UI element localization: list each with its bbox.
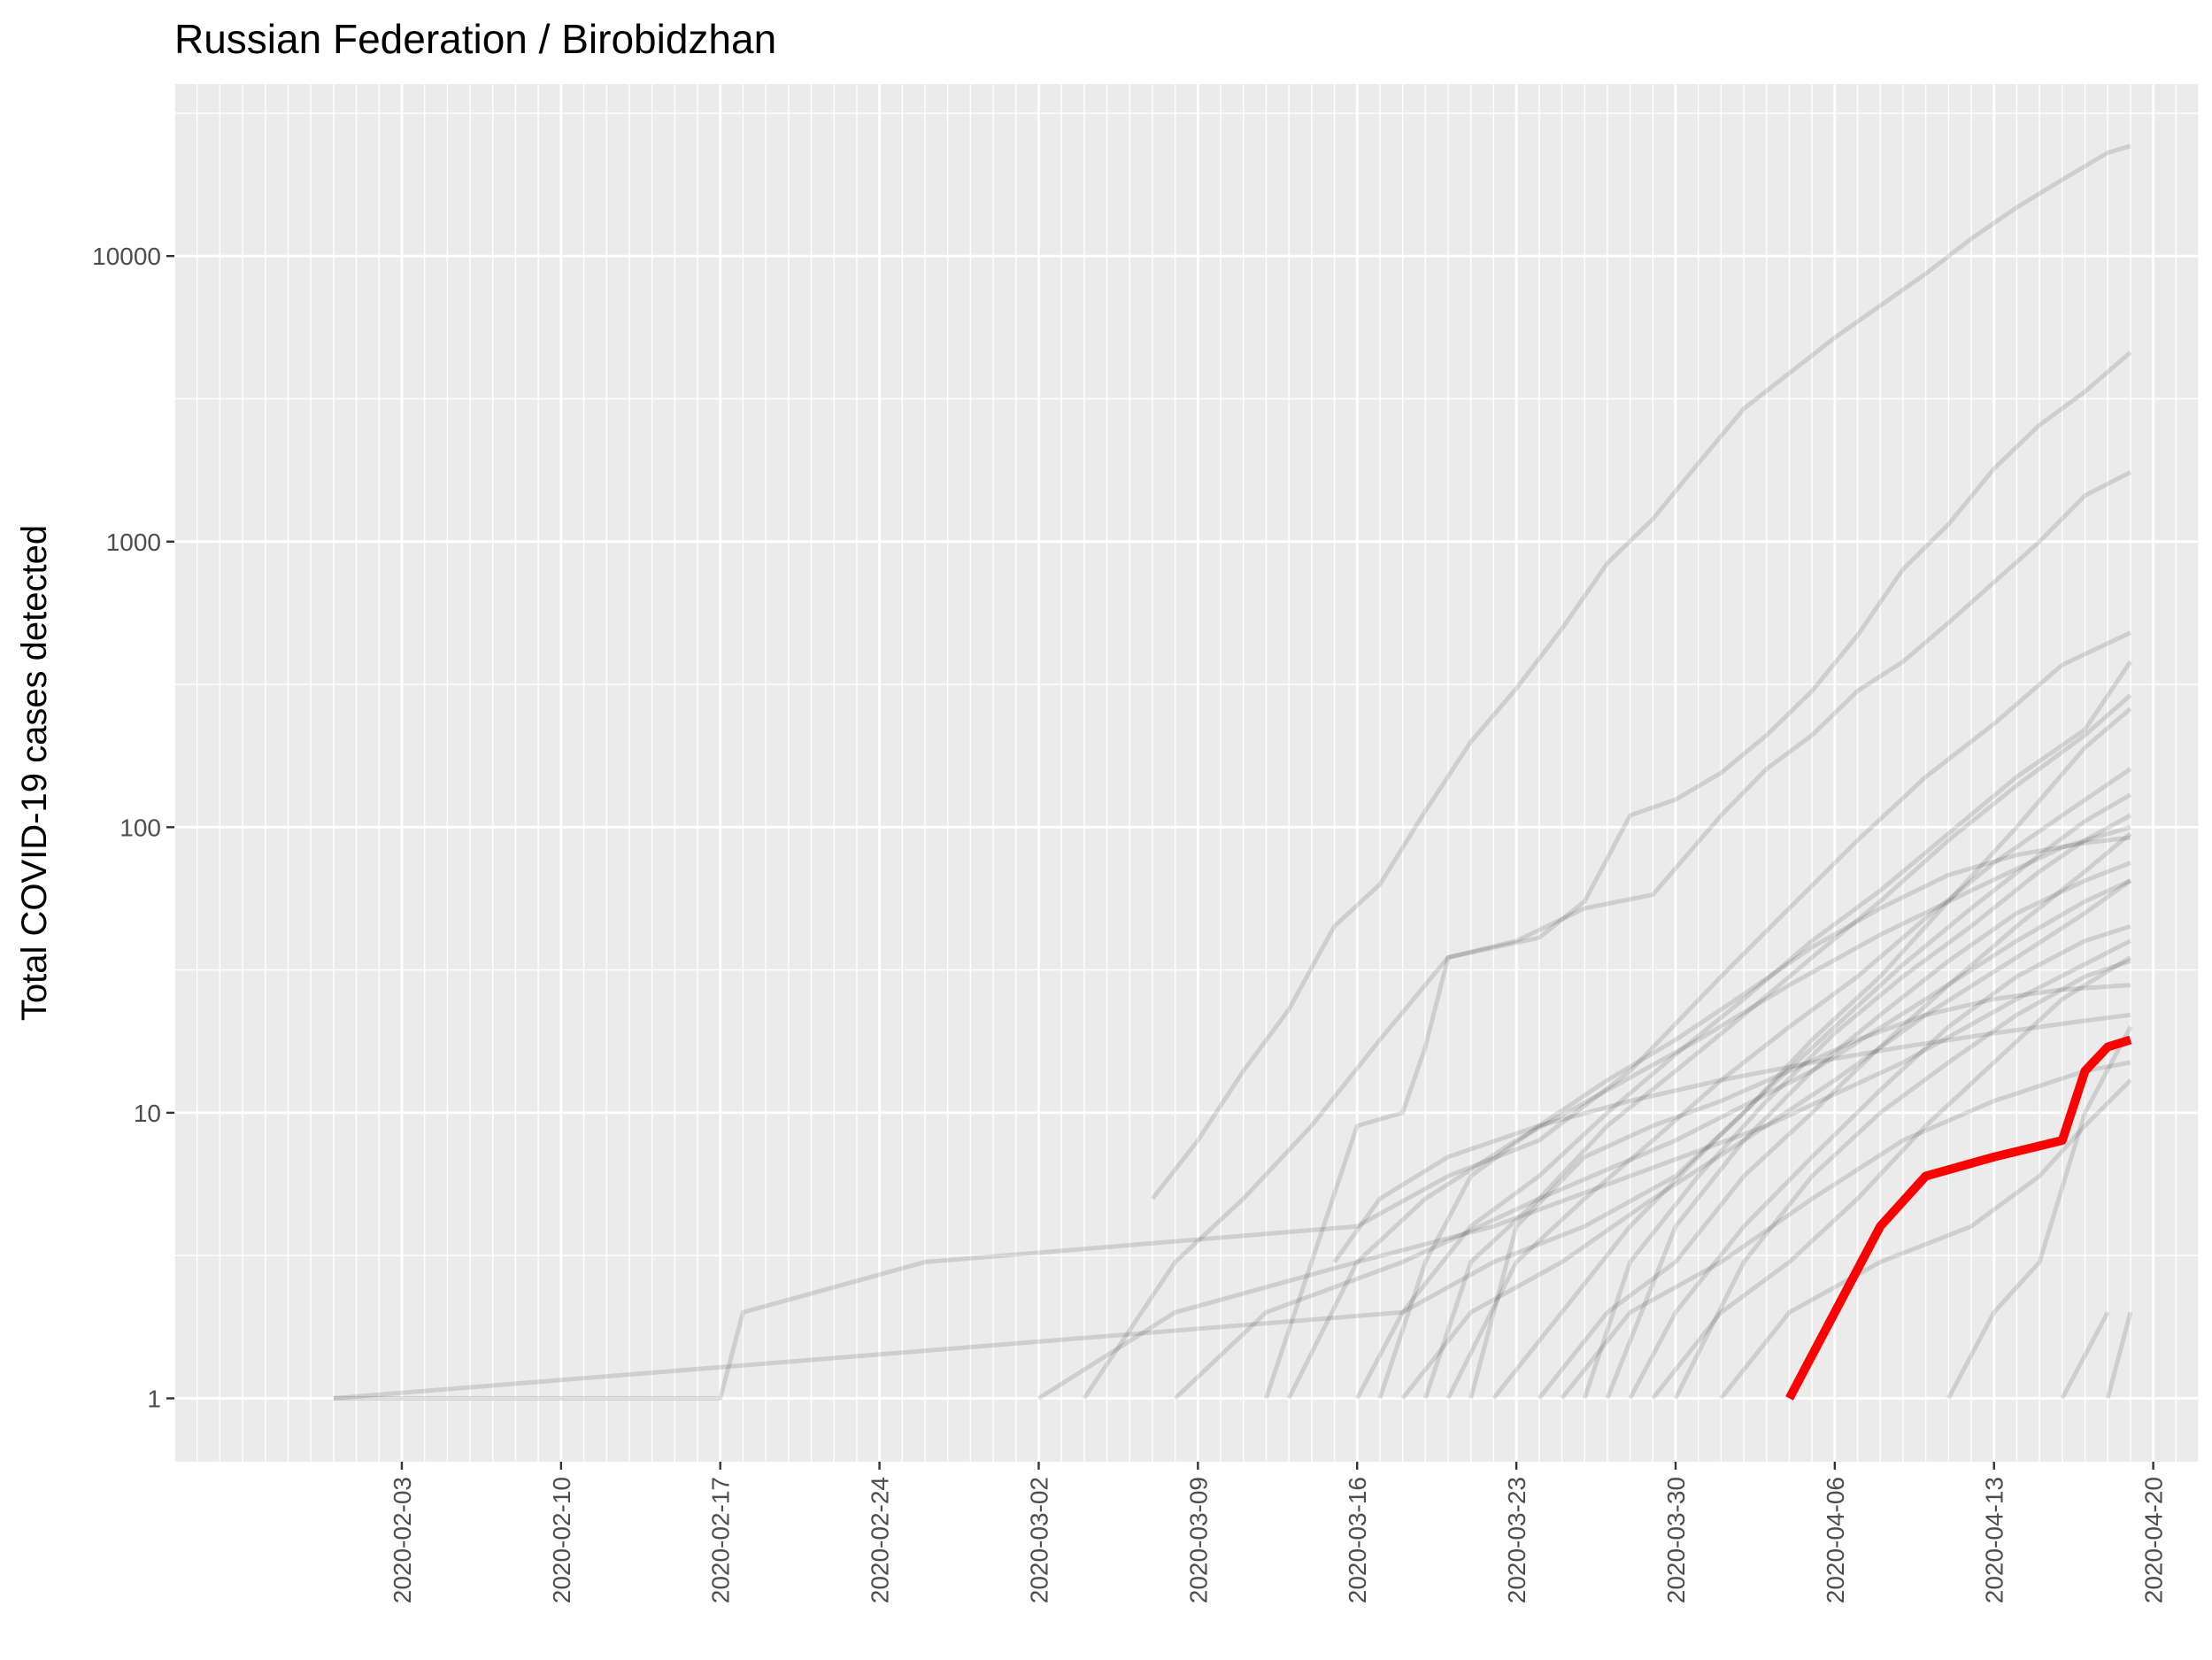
background-series-line-9 [1491, 792, 2132, 1400]
background-series-line-2 [1264, 351, 2132, 1400]
y-tick-label: 100 [119, 814, 161, 841]
y-tick-label: 1 [147, 1385, 161, 1412]
background-series-line-25 [1946, 1025, 2133, 1400]
background-series-line-8 [1445, 767, 2132, 1400]
background-series-line-13 [1628, 923, 2131, 1400]
background-series-line-14 [1468, 983, 2131, 1400]
highlight-series-group [1785, 1035, 2132, 1401]
background-series-line-7 [1354, 660, 2132, 1400]
y-tick-label: 10000 [92, 243, 161, 270]
x-tick-label: 2020-03-09 [1184, 1477, 1212, 1603]
background-series-line-20 [1719, 1078, 2132, 1400]
x-tick-label: 2020-02-24 [867, 1477, 894, 1603]
background-series-line-26 [2060, 1311, 2110, 1400]
background-series-line-12 [1582, 813, 2132, 1400]
background-series-group [333, 143, 2133, 1401]
background-series-line-10 [1537, 831, 2132, 1400]
background-series-line-18 [1332, 1012, 2131, 1263]
chart-title: Russian Federation / Birobidzhan [174, 16, 776, 62]
y-axis-label: Total COVID-19 cases detected [15, 525, 54, 1021]
background-series-line-11 [1400, 878, 2132, 1400]
background-series-line-23 [1286, 824, 2131, 1400]
y-tick-label: 10 [134, 1100, 161, 1127]
highlight-series-line [1785, 1035, 2132, 1401]
background-series-line-17 [1673, 959, 2131, 1400]
background-series-line-19 [1560, 1060, 2131, 1400]
x-tick-label: 2020-04-20 [2140, 1477, 2168, 1603]
background-series-line-5 [333, 706, 2132, 1401]
plot-panel [174, 84, 2199, 1462]
x-tick-label: 2020-03-16 [1344, 1477, 1371, 1603]
grid-major [174, 84, 2199, 1462]
background-series-line-4 [333, 630, 2131, 1401]
y-tick-label: 1000 [106, 529, 161, 556]
background-series-line-3 [1082, 470, 2132, 1400]
x-tick-label: 2020-04-06 [1822, 1477, 1849, 1603]
background-series-line-1 [1151, 143, 2131, 1201]
background-series-line-15 [1377, 835, 2131, 1400]
x-tick-label: 2020-03-02 [1025, 1477, 1052, 1603]
background-series-line-16 [1651, 955, 2132, 1400]
x-tick-label: 2020-02-03 [389, 1477, 416, 1603]
background-series-line-21 [1173, 878, 2131, 1401]
background-series-line-22 [1037, 938, 2132, 1401]
x-tick-label: 2020-03-23 [1503, 1477, 1530, 1603]
background-series-line-6 [1422, 693, 2132, 1400]
y-axis: 1 10 100 1000 10000 [92, 243, 174, 1412]
x-tick-label: 2020-02-10 [548, 1477, 575, 1603]
background-series-line-24 [1605, 861, 2131, 1400]
x-tick-label: 2020-04-13 [1981, 1477, 2008, 1603]
x-axis: 2020-02-03 2020-02-10 2020-02-17 2020-02-24… [389, 1462, 2168, 1603]
background-series-line-27 [2105, 1311, 2133, 1400]
x-tick-label: 2020-02-17 [707, 1477, 735, 1603]
x-tick-label: 2020-03-30 [1662, 1477, 1690, 1603]
